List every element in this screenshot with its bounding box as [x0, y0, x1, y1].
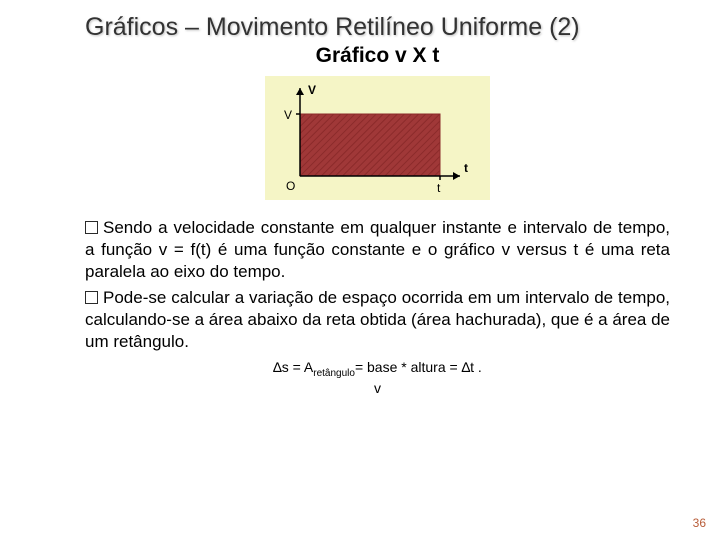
paragraph-1: Sendo a velocidade constante em qualquer…: [85, 217, 670, 283]
paragraph-2: Pode-se calcular a variação de espaço oc…: [85, 287, 670, 353]
paragraph-1-text: Sendo a velocidade constante em qualquer…: [85, 218, 670, 281]
formula-sub: retângulo: [313, 367, 355, 378]
slide-subtitle: Gráfico v X t: [85, 44, 670, 68]
formula: ∆s = Aretângulo= base * altura = ∆t . v: [85, 358, 670, 398]
bullet-icon: [85, 291, 98, 304]
svg-text:V: V: [284, 108, 292, 122]
velocity-time-chart: VVttO: [265, 76, 490, 205]
body-text: Sendo a velocidade constante em qualquer…: [85, 217, 670, 398]
svg-text:O: O: [286, 179, 295, 193]
bullet-icon: [85, 221, 98, 234]
svg-text:V: V: [308, 83, 316, 97]
chart-container: VVttO: [85, 76, 670, 205]
paragraph-2-text: Pode-se calcular a variação de espaço oc…: [85, 288, 670, 351]
svg-text:t: t: [464, 161, 468, 175]
formula-line2: v: [374, 380, 381, 396]
page-number: 36: [693, 516, 706, 530]
formula-rest: = base * altura = ∆t .: [355, 359, 482, 375]
slide-content: Gráficos – Movimento Retilíneo Uniforme …: [0, 0, 720, 540]
formula-prefix: ∆s = A: [273, 359, 313, 375]
chart-svg: VVttO: [265, 76, 490, 200]
slide-title: Gráficos – Movimento Retilíneo Uniforme …: [85, 12, 670, 42]
